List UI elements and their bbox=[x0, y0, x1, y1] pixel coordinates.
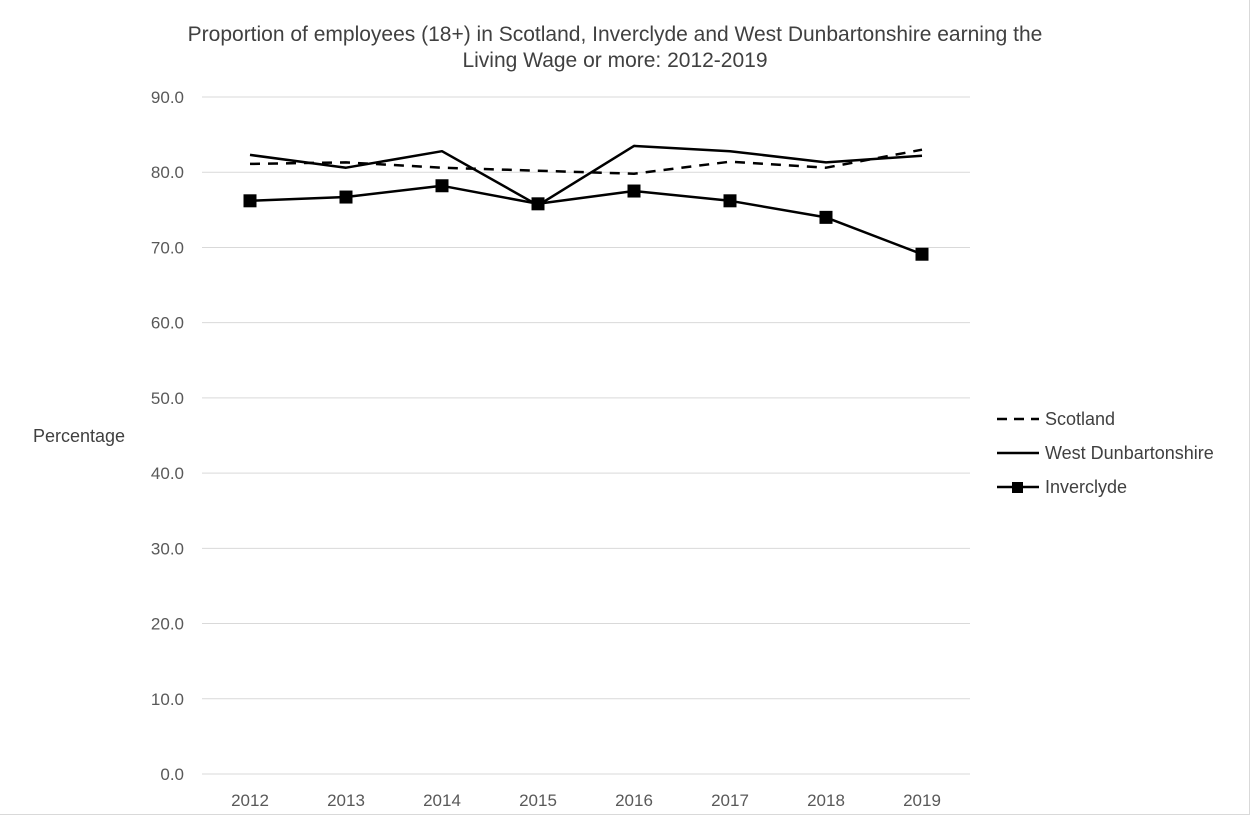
legend-swatch-square-marker bbox=[997, 482, 1039, 493]
legend-swatch-dashed bbox=[997, 417, 1039, 421]
chart-title: Proportion of employees (18+) in Scotlan… bbox=[100, 22, 1130, 74]
data-point-inverclyde bbox=[435, 179, 449, 193]
x-tick-label: 2015 bbox=[519, 791, 557, 810]
legend-item-inverclyde: Inverclyde bbox=[995, 470, 1214, 504]
data-point-inverclyde bbox=[915, 247, 929, 261]
series-line-scotland bbox=[249, 148, 923, 175]
y-tick-label: 10.0 bbox=[151, 690, 184, 709]
y-tick-label: 20.0 bbox=[151, 615, 184, 634]
legend-swatch-solid bbox=[997, 451, 1039, 455]
x-tick-label: 2013 bbox=[327, 791, 365, 810]
data-point-inverclyde bbox=[339, 190, 353, 204]
data-point-inverclyde bbox=[243, 194, 257, 208]
legend-item-scotland: Scotland bbox=[995, 402, 1214, 436]
y-tick-label: 60.0 bbox=[151, 314, 184, 333]
chart-title-line-1: Proportion of employees (18+) in Scotlan… bbox=[187, 23, 1043, 46]
y-tick-label: 0.0 bbox=[160, 765, 184, 784]
y-tick-label: 30.0 bbox=[151, 539, 184, 558]
data-point-inverclyde bbox=[819, 210, 833, 224]
chart-legend: Scotland West Dunbartonshire Inverclyde bbox=[995, 402, 1214, 504]
x-tick-label: 2012 bbox=[231, 791, 269, 810]
data-point-inverclyde bbox=[531, 197, 545, 211]
chart-title-line-2: Living Wage or more: 2012-2019 bbox=[462, 49, 768, 72]
legend-label-inverclyde: Inverclyde bbox=[1045, 476, 1128, 497]
legend-label-scotland: Scotland bbox=[1045, 408, 1116, 429]
y-tick-label: 80.0 bbox=[151, 163, 184, 182]
legend-label-west-dunbartonshire: West Dunbartonshire bbox=[1045, 442, 1214, 463]
x-tick-label: 2019 bbox=[903, 791, 941, 810]
data-point-inverclyde bbox=[627, 184, 641, 198]
y-axis-label: Percentage bbox=[33, 426, 126, 446]
x-tick-label: 2016 bbox=[615, 791, 653, 810]
y-tick-label: 50.0 bbox=[151, 389, 184, 408]
series-line-inverclyde bbox=[249, 184, 923, 256]
y-tick-label: 90.0 bbox=[151, 88, 184, 107]
x-tick-label: 2017 bbox=[711, 791, 749, 810]
data-point-inverclyde bbox=[723, 194, 737, 208]
y-tick-label: 40.0 bbox=[151, 464, 184, 483]
x-tick-label: 2014 bbox=[423, 791, 461, 810]
series-line-west-dunbartonshire bbox=[249, 144, 923, 207]
x-tick-label: 2018 bbox=[807, 791, 845, 810]
y-tick-label: 70.0 bbox=[151, 238, 184, 257]
legend-item-west-dunbartonshire: West Dunbartonshire bbox=[995, 436, 1214, 470]
